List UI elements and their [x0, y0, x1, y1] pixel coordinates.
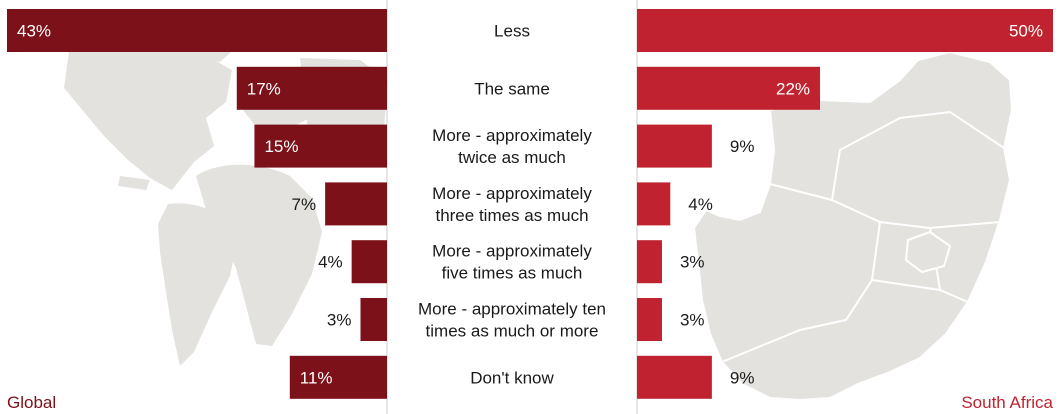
- data-label-global: 15%: [264, 137, 298, 156]
- category-label-line: More - approximately: [432, 184, 592, 203]
- data-label-global: 43%: [17, 22, 51, 41]
- data-label-global: 11%: [300, 368, 333, 387]
- category-label: The same: [474, 79, 550, 98]
- global-series: 43% 17% 15% 7% 4% 3% 11%: [7, 9, 387, 399]
- bar-global: [254, 124, 387, 168]
- bar-south-africa: [637, 9, 1053, 52]
- africa-shape: [196, 164, 322, 346]
- category-label-line: Don't know: [470, 368, 554, 387]
- data-label-global: 3%: [327, 311, 352, 330]
- category-label: Don't know: [470, 368, 554, 387]
- bar-south-africa: [637, 124, 712, 168]
- data-label-south-africa: 9%: [730, 368, 755, 387]
- category-label-line: More - approximately: [432, 126, 592, 145]
- category-label-line: twice as much: [458, 148, 566, 167]
- bar-global: [236, 66, 387, 110]
- bar-global: [289, 355, 387, 399]
- south-africa-map-image: [692, 50, 1014, 402]
- south-america-shape: [158, 203, 238, 366]
- category-label: More - approximately ten times as much or…: [418, 300, 606, 341]
- south-africa-shape: [692, 50, 1014, 402]
- category-label-line: Less: [494, 22, 530, 41]
- category-label-line: The same: [474, 79, 550, 98]
- data-label-global: 7%: [292, 195, 317, 214]
- south-africa-series: 50% 22% 9% 4% 3% 3% 9%: [637, 9, 1053, 399]
- category-label: Less: [494, 22, 530, 41]
- data-label-south-africa: 3%: [680, 311, 705, 330]
- panel-label-south-africa: South Africa: [961, 393, 1053, 412]
- data-label-global: 17%: [247, 79, 281, 98]
- bar-south-africa: [637, 240, 662, 284]
- panel-label-global: Global: [7, 393, 57, 412]
- category-label-line: More - approximately: [432, 242, 592, 261]
- category-label: More - approximately five times as much: [432, 242, 592, 283]
- category-label-line: times as much or more: [426, 322, 599, 341]
- lesotho-shape: [904, 230, 952, 274]
- category-label-line: five times as much: [442, 264, 583, 283]
- bar-south-africa: [637, 182, 671, 226]
- bar-global: [360, 298, 387, 341]
- province-border-line: [721, 221, 881, 363]
- data-label-south-africa: 3%: [680, 253, 705, 272]
- category-label-line: three times as much: [435, 206, 588, 225]
- bar-south-africa: [637, 298, 662, 341]
- data-label-south-africa: 22%: [776, 79, 810, 98]
- north-america-shape: [64, 36, 232, 191]
- islands-shape: [118, 176, 150, 190]
- bar-global: [325, 182, 387, 226]
- data-label-south-africa: 9%: [730, 137, 755, 156]
- bar-global: [351, 240, 387, 284]
- bar-global: [7, 9, 387, 52]
- category-label-line: More - approximately ten: [418, 300, 606, 319]
- data-label-south-africa: 4%: [688, 195, 713, 214]
- data-label-south-africa: 50%: [1009, 22, 1043, 41]
- category-label: More - approximately twice as much: [432, 126, 592, 167]
- bar-south-africa: [637, 66, 821, 110]
- category-label: More - approximately three times as much: [432, 184, 592, 225]
- bar-south-africa: [637, 355, 712, 399]
- data-label-global: 4%: [318, 253, 343, 272]
- province-border-line: [831, 110, 1005, 201]
- category-labels: Less The same More - approximately twice as…: [418, 22, 606, 388]
